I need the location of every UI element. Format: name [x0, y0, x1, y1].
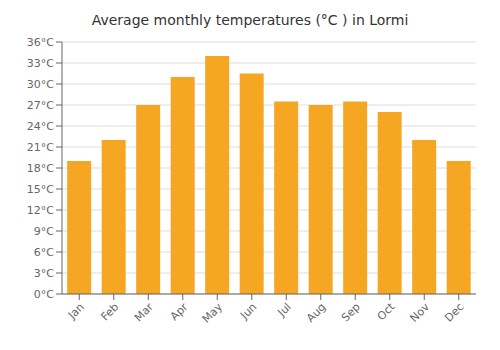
- svg-text:Aug: Aug: [304, 300, 328, 324]
- svg-text:Dec: Dec: [442, 300, 466, 324]
- svg-text:18°C: 18°C: [27, 162, 54, 175]
- svg-text:6°C: 6°C: [34, 246, 54, 259]
- svg-text:0°C: 0°C: [34, 288, 54, 301]
- svg-text:Mar: Mar: [132, 300, 156, 324]
- svg-text:12°C: 12°C: [27, 204, 54, 217]
- svg-text:Jan: Jan: [65, 300, 87, 322]
- svg-text:36°C: 36°C: [27, 36, 54, 49]
- svg-text:Nov: Nov: [408, 300, 433, 325]
- svg-text:Sep: Sep: [339, 300, 363, 324]
- svg-text:May: May: [200, 300, 226, 326]
- svg-text:21°C: 21°C: [27, 141, 54, 154]
- svg-text:15°C: 15°C: [27, 183, 54, 196]
- svg-text:Apr: Apr: [168, 300, 191, 323]
- svg-text:Feb: Feb: [98, 300, 121, 323]
- svg-text:Jul: Jul: [275, 300, 294, 319]
- svg-text:3°C: 3°C: [34, 267, 54, 280]
- svg-text:24°C: 24°C: [27, 120, 54, 133]
- html-text:Average monthly temperatures (: Average monthly temperatures (°C ) in Lo…: [91, 12, 409, 28]
- svg-text:9°C: 9°C: [34, 225, 54, 238]
- svg-text:Jun: Jun: [237, 300, 259, 322]
- svg-text:27°C: 27°C: [27, 99, 54, 112]
- svg-text:30°C: 30°C: [27, 78, 54, 91]
- svg-text:Oct: Oct: [375, 300, 398, 323]
- svg-text:33°C: 33°C: [27, 57, 54, 70]
